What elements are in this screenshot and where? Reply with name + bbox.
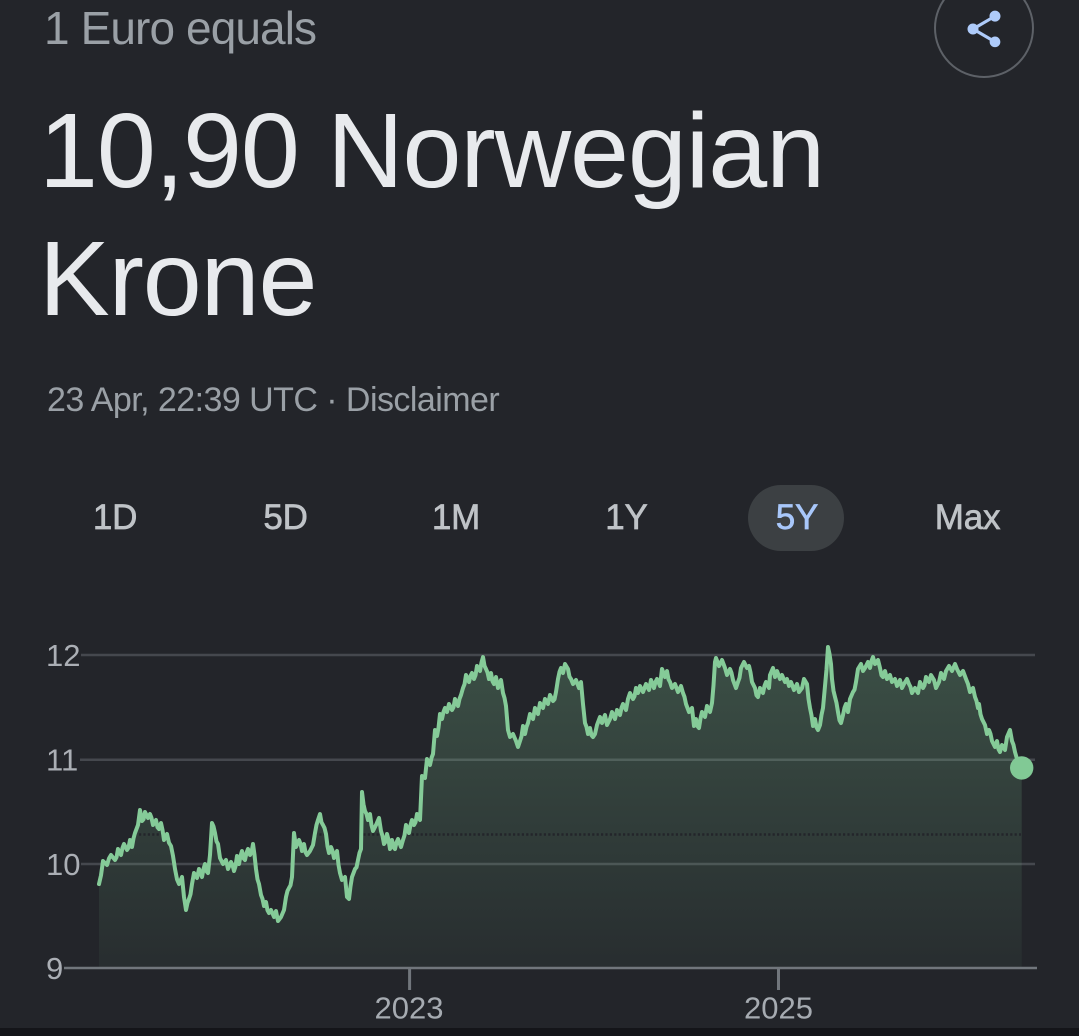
svg-text:2025: 2025 <box>744 991 813 1026</box>
svg-text:2023: 2023 <box>375 991 444 1026</box>
svg-text:10: 10 <box>46 847 80 882</box>
svg-text:11: 11 <box>46 743 78 778</box>
svg-text:12: 12 <box>46 638 80 673</box>
svg-text:9: 9 <box>46 951 63 986</box>
